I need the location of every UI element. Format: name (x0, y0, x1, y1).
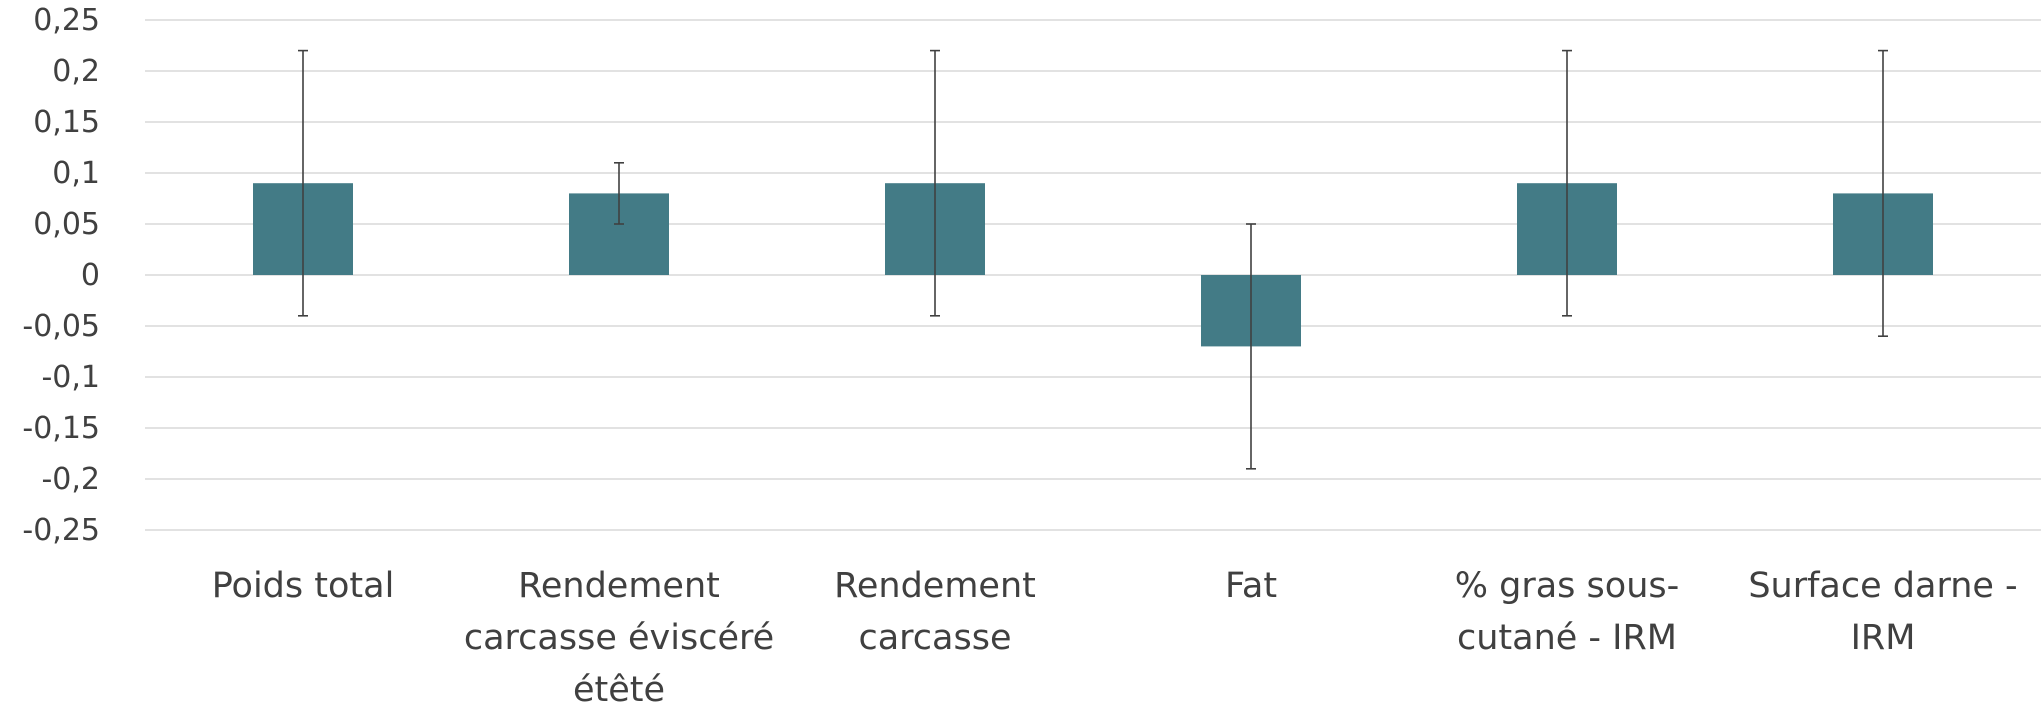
y-tick-label: -0,2 (41, 462, 100, 497)
x-category-label: Rendement (834, 566, 1036, 606)
y-tick-label: -0,05 (22, 309, 100, 344)
y-tick-label: 0,25 (33, 3, 100, 38)
x-category-label: carcasse éviscéré (464, 618, 774, 658)
y-axis-tick-labels: 0,25 0,2 0,15 0,1 0,05 0 -0,05 -0,1 -0,15 -0,2 -0,… (22, 3, 100, 548)
x-axis-category-labels: Poids total Rendement carcasse éviscéré étê… (212, 566, 2018, 706)
x-category-label: carcasse (858, 618, 1011, 658)
y-tick-label: 0,15 (33, 105, 100, 140)
gridlines (145, 19, 2041, 531)
error-bar (298, 49, 308, 317)
error-bar (1562, 49, 1572, 317)
y-tick-label: 0 (81, 258, 100, 293)
error-bar (1878, 49, 1888, 338)
error-bars (298, 49, 1888, 470)
error-bar (614, 162, 624, 225)
x-category-label: IRM (1851, 618, 1916, 658)
x-category-label: étêté (573, 670, 665, 706)
bars (253, 183, 1933, 347)
error-bar (1246, 223, 1256, 470)
y-tick-label: -0,15 (22, 411, 100, 446)
y-tick-label: 0,05 (33, 207, 100, 242)
y-tick-label: -0,25 (22, 513, 100, 548)
y-tick-label: 0,2 (52, 54, 100, 89)
x-category-label: Fat (1225, 566, 1277, 606)
x-category-label: Surface darne - (1748, 566, 2017, 606)
y-tick-label: -0,1 (41, 360, 100, 395)
x-category-label: cutané - IRM (1457, 618, 1677, 658)
error-bar (930, 49, 940, 317)
x-category-label: Rendement (518, 566, 720, 606)
y-tick-label: 0,1 (52, 156, 100, 191)
x-category-label: % gras sous- (1455, 566, 1680, 606)
x-category-label: Poids total (212, 566, 395, 606)
